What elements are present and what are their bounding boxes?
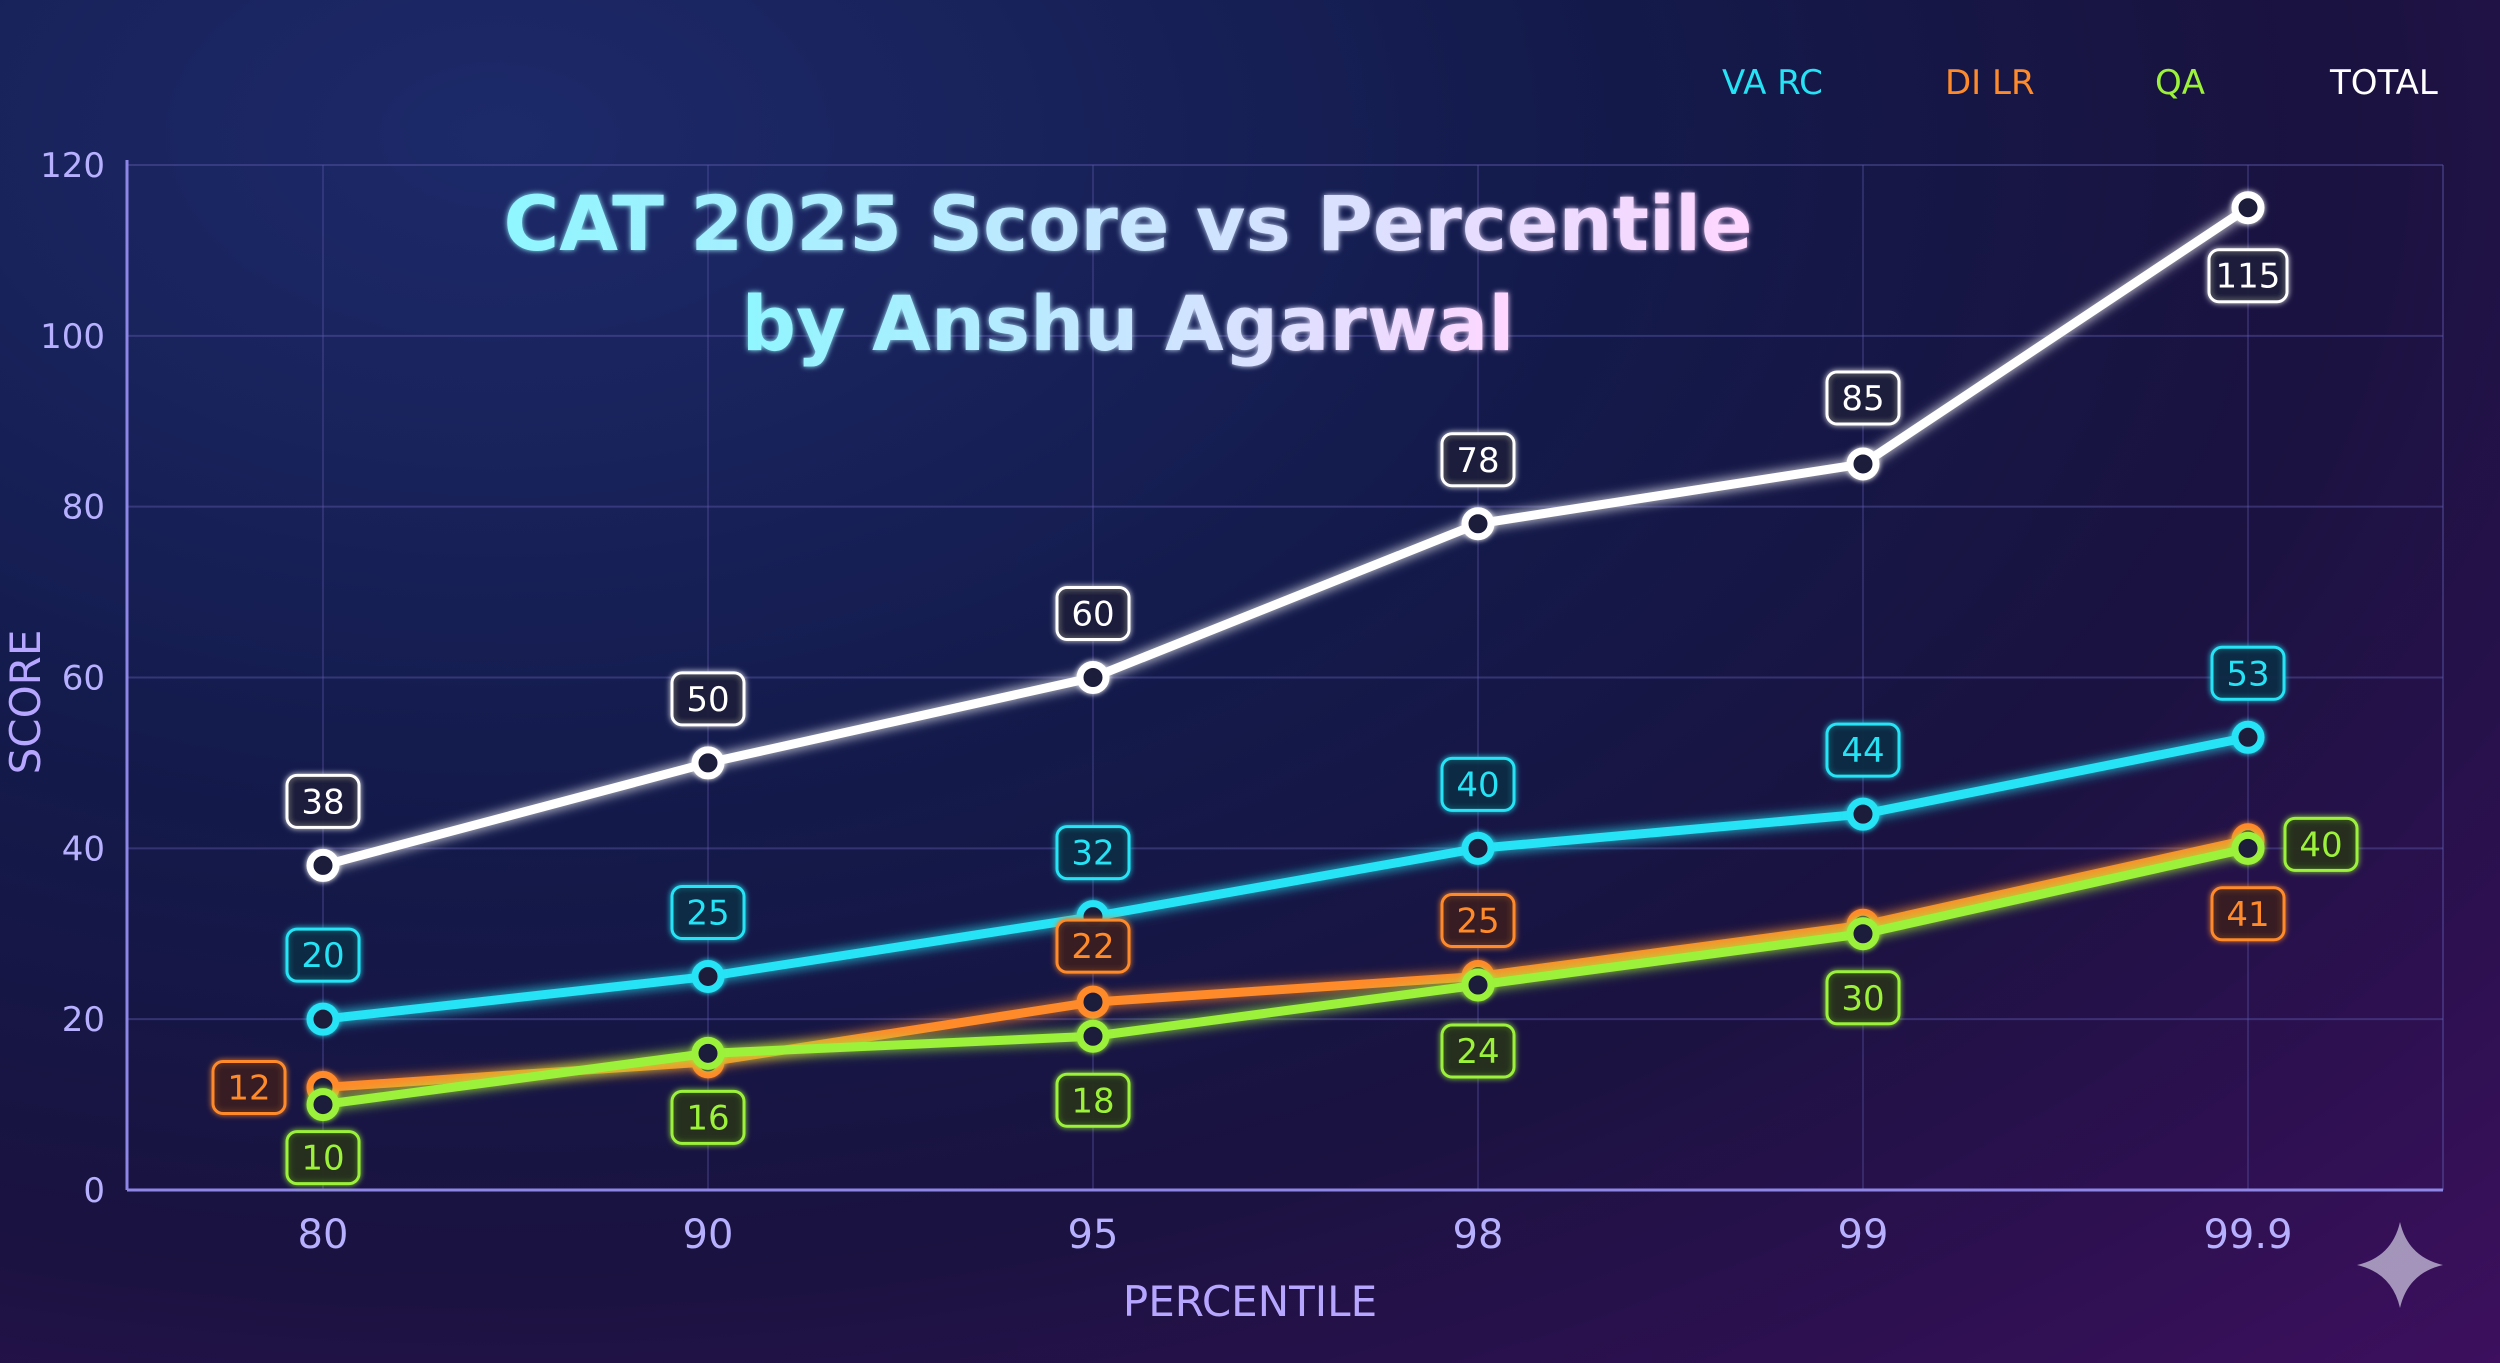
svg-text:115: 115 bbox=[2216, 257, 2281, 297]
data-label-qa: 16 bbox=[670, 1089, 746, 1145]
data-point-total bbox=[1461, 507, 1495, 541]
data-label-di-lr: 22 bbox=[1055, 918, 1131, 974]
data-label-total: 78 bbox=[1440, 432, 1516, 488]
data-point-qa bbox=[691, 1036, 725, 1070]
chart-title: CAT 2025 Score vs Percentile bbox=[503, 179, 1752, 268]
y-tick-label: 0 bbox=[83, 1171, 105, 1211]
svg-text:40: 40 bbox=[2299, 825, 2342, 865]
data-label-di-lr: 41 bbox=[2210, 886, 2286, 942]
svg-text:30: 30 bbox=[1841, 979, 1884, 1019]
data-label-va-rc: 32 bbox=[1055, 825, 1131, 881]
svg-text:QA: QA bbox=[2155, 63, 2205, 103]
data-label-total: 50 bbox=[670, 671, 746, 727]
y-tick-label: 80 bbox=[62, 488, 105, 528]
y-tick-label: 40 bbox=[62, 829, 105, 869]
svg-text:18: 18 bbox=[1071, 1081, 1114, 1121]
y-tick-label: 120 bbox=[40, 146, 105, 186]
data-point-di-lr bbox=[1076, 985, 1110, 1019]
data-label-qa: 40 bbox=[2283, 816, 2359, 872]
legend: VA RC DI LR QA TOTAL bbox=[1630, 63, 2438, 103]
data-label-total: 85 bbox=[1825, 370, 1901, 426]
y-tick-label: 60 bbox=[62, 659, 105, 699]
x-tick-label: 99 bbox=[1838, 1212, 1889, 1258]
svg-text:25: 25 bbox=[1456, 901, 1499, 941]
x-tick-label: 80 bbox=[298, 1212, 349, 1258]
svg-text:24: 24 bbox=[1456, 1032, 1499, 1072]
data-point-qa bbox=[306, 1088, 340, 1122]
series-line-total bbox=[318, 203, 2253, 870]
x-tick-label: 90 bbox=[683, 1212, 734, 1258]
svg-text:38: 38 bbox=[301, 782, 344, 822]
data-label-qa: 10 bbox=[285, 1130, 361, 1186]
svg-text:50: 50 bbox=[686, 680, 729, 720]
svg-text:44: 44 bbox=[1841, 731, 1884, 771]
svg-text:10: 10 bbox=[301, 1139, 344, 1179]
svg-text:53: 53 bbox=[2226, 654, 2269, 694]
data-point-total bbox=[1846, 447, 1880, 481]
data-label-qa: 24 bbox=[1440, 1023, 1516, 1079]
y-tick-label: 100 bbox=[40, 317, 105, 357]
svg-text:78: 78 bbox=[1456, 441, 1499, 481]
legend-item-di-lr: DI LR bbox=[1855, 63, 2035, 103]
sparkle-icon bbox=[2357, 1222, 2443, 1308]
axes: 0 20 40 60 80 100 120 80 90 95 98 99 99.9 bbox=[40, 146, 2443, 1258]
data-label-di-lr: 12 bbox=[211, 1060, 287, 1115]
series-line-va-rc bbox=[318, 732, 2253, 1024]
x-tick-label: 98 bbox=[1453, 1212, 1504, 1258]
data-label-va-rc: 40 bbox=[1440, 756, 1516, 812]
series-line-di-lr bbox=[318, 835, 2253, 1092]
data-point-va-rc bbox=[2231, 720, 2265, 754]
legend-item-va-rc: VA RC bbox=[1630, 63, 1823, 103]
data-point-total bbox=[2231, 191, 2265, 225]
data-label-qa: 18 bbox=[1055, 1072, 1131, 1128]
data-point-qa bbox=[2231, 831, 2265, 865]
data-label-va-rc: 25 bbox=[670, 884, 746, 940]
svg-text:16: 16 bbox=[686, 1098, 729, 1138]
data-point-va-rc bbox=[691, 959, 725, 993]
data-label-total: 38 bbox=[285, 773, 361, 829]
data-point-va-rc bbox=[1461, 831, 1495, 865]
y-tick-label: 20 bbox=[62, 1000, 105, 1040]
data-point-total bbox=[306, 848, 340, 882]
x-axis-label: PERCENTILE bbox=[1123, 1277, 1377, 1326]
data-point-va-rc bbox=[306, 1002, 340, 1036]
svg-text:60: 60 bbox=[1071, 595, 1114, 635]
svg-text:20: 20 bbox=[301, 936, 344, 976]
data-point-total bbox=[691, 746, 725, 780]
data-label-di-lr: 25 bbox=[1440, 892, 1516, 948]
chart-subtitle: by Anshu Agarwal bbox=[742, 279, 1515, 368]
svg-text:41: 41 bbox=[2226, 895, 2269, 935]
data-label-va-rc: 44 bbox=[1825, 722, 1901, 778]
data-point-total bbox=[1076, 661, 1110, 694]
data-point-qa bbox=[1846, 917, 1880, 951]
legend-item-qa: QA bbox=[2065, 63, 2205, 103]
data-point-qa bbox=[1461, 968, 1495, 1002]
svg-text:25: 25 bbox=[686, 893, 729, 933]
svg-text:VA RC: VA RC bbox=[1722, 63, 1823, 103]
svg-text:32: 32 bbox=[1071, 834, 1114, 874]
svg-text:85: 85 bbox=[1841, 379, 1884, 419]
data-label-total: 115 bbox=[2207, 248, 2289, 304]
x-tick-label: 99.9 bbox=[2203, 1212, 2292, 1258]
series-layer bbox=[306, 191, 2265, 1122]
series-line-qa bbox=[318, 843, 2253, 1110]
data-point-va-rc bbox=[1846, 797, 1880, 831]
y-axis-label: SCORE bbox=[1, 630, 50, 775]
data-label-total: 60 bbox=[1055, 586, 1131, 641]
data-point-qa bbox=[1076, 1019, 1110, 1053]
svg-text:22: 22 bbox=[1071, 927, 1114, 967]
data-labels-layer: 20 25 32 40 44 53 12 22 25 41 10 16 18 24 30 40 38 50 60 78… bbox=[211, 248, 2359, 1186]
data-label-va-rc: 53 bbox=[2210, 645, 2286, 701]
svg-text:TOTAL: TOTAL bbox=[2329, 63, 2438, 103]
svg-text:40: 40 bbox=[1456, 765, 1499, 805]
x-tick-label: 95 bbox=[1068, 1212, 1119, 1258]
legend-item-total: TOTAL bbox=[2240, 63, 2438, 103]
data-label-qa: 30 bbox=[1825, 970, 1901, 1026]
svg-text:DI LR: DI LR bbox=[1945, 63, 2035, 103]
data-label-va-rc: 20 bbox=[285, 927, 361, 983]
svg-text:12: 12 bbox=[227, 1069, 270, 1109]
